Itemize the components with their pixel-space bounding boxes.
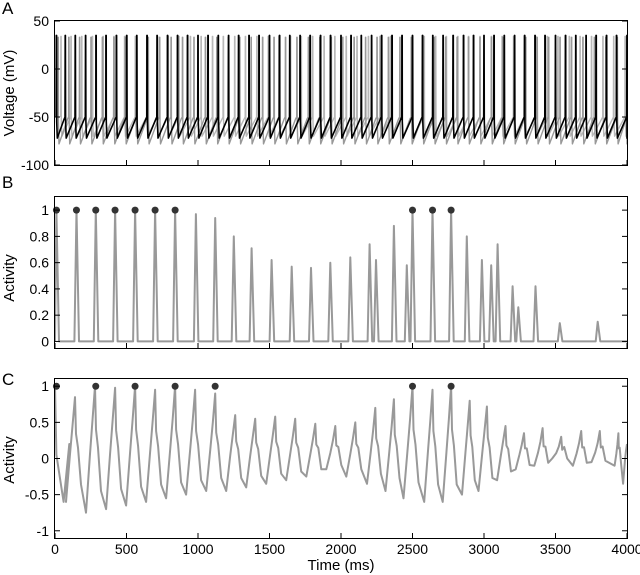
x-tick-label: 1500 — [254, 541, 285, 557]
panel-a-traces — [54, 34, 628, 165]
y-tick-label: 0.2 — [30, 307, 50, 323]
y-tick-label: 1 — [41, 378, 49, 394]
peak-marker — [447, 206, 455, 214]
x-tick-label: 2000 — [325, 541, 356, 557]
y-tick-label: 0 — [41, 451, 49, 467]
y-tick-label: -1 — [37, 523, 50, 539]
panel-c: C -1 -0.5 0 0.5 1 0 500 1000 1500 2000 2500 3000 35… — [1, 370, 640, 574]
panel-b-letter: B — [2, 173, 13, 192]
peak-marker — [131, 206, 139, 214]
peak-marker — [409, 382, 416, 390]
panel-a-letter: A — [2, 0, 14, 18]
panel-b-axes — [54, 196, 628, 349]
peak-marker — [171, 382, 179, 390]
peak-marker — [447, 382, 455, 390]
x-tick-label: 2500 — [397, 541, 428, 557]
panel-c-letter: C — [2, 370, 14, 389]
panel-a: A -100 -50 0 50 Voltage (mV) — [1, 0, 628, 173]
peak-marker — [131, 382, 139, 390]
panel-b: B 0 0.2 0.4 0.6 0.8 1 Activity — [1, 173, 628, 349]
panel-a-axes — [54, 20, 628, 166]
panel-b-y-label: Activity — [1, 254, 18, 302]
panel-c-axes — [54, 378, 628, 539]
y-tick-label: 0 — [41, 333, 49, 349]
peak-marker — [429, 206, 437, 214]
peak-marker — [92, 206, 100, 214]
panel-c-traces — [52, 382, 628, 514]
peak-marker — [171, 206, 179, 214]
y-tick-label: 1 — [41, 202, 49, 218]
activity-trace — [54, 209, 627, 343]
peak-marker — [409, 206, 416, 214]
peak-marker — [92, 382, 100, 390]
y-tick-label: 0.8 — [30, 228, 50, 244]
panel-c-x-ticks: 0 500 1000 1500 2000 2500 3000 3500 4000 — [51, 533, 640, 557]
y-tick-label: -0.5 — [25, 487, 49, 503]
panel-c-y-ticks: -1 -0.5 0 0.5 1 — [25, 378, 627, 539]
y-tick-label: 0.4 — [30, 281, 50, 297]
y-tick-label: 0.6 — [30, 255, 50, 271]
x-tick-label: 3500 — [540, 541, 571, 557]
peak-marker — [111, 206, 119, 214]
voltage-trace — [55, 34, 628, 139]
peak-marker — [151, 206, 159, 214]
peak-marker — [211, 382, 219, 390]
x-tick-label: 0 — [51, 541, 59, 557]
panel-c-y-label: Activity — [1, 436, 18, 484]
y-tick-label: 0.5 — [30, 414, 50, 430]
y-tick-label: -50 — [29, 109, 49, 125]
panel-b-traces — [52, 206, 628, 348]
x-tick-label: 3000 — [468, 541, 499, 557]
panel-c-x-label: Time (ms) — [308, 557, 375, 574]
y-tick-label: 50 — [33, 13, 49, 29]
x-tick-label: 500 — [115, 541, 139, 557]
activity-trace — [54, 385, 628, 514]
y-tick-label: 0 — [41, 61, 49, 77]
panel-b-y-ticks: 0 0.2 0.4 0.6 0.8 1 — [30, 202, 627, 349]
y-tick-label: -100 — [21, 157, 49, 173]
x-tick-label: 4000 — [611, 541, 640, 557]
x-tick-label: 1000 — [182, 541, 213, 557]
panel-a-y-ticks: -100 -50 0 50 — [21, 13, 627, 173]
voltage-trace — [57, 36, 628, 145]
panel-a-y-label: Voltage (mV) — [1, 50, 18, 137]
peak-marker — [72, 206, 80, 214]
